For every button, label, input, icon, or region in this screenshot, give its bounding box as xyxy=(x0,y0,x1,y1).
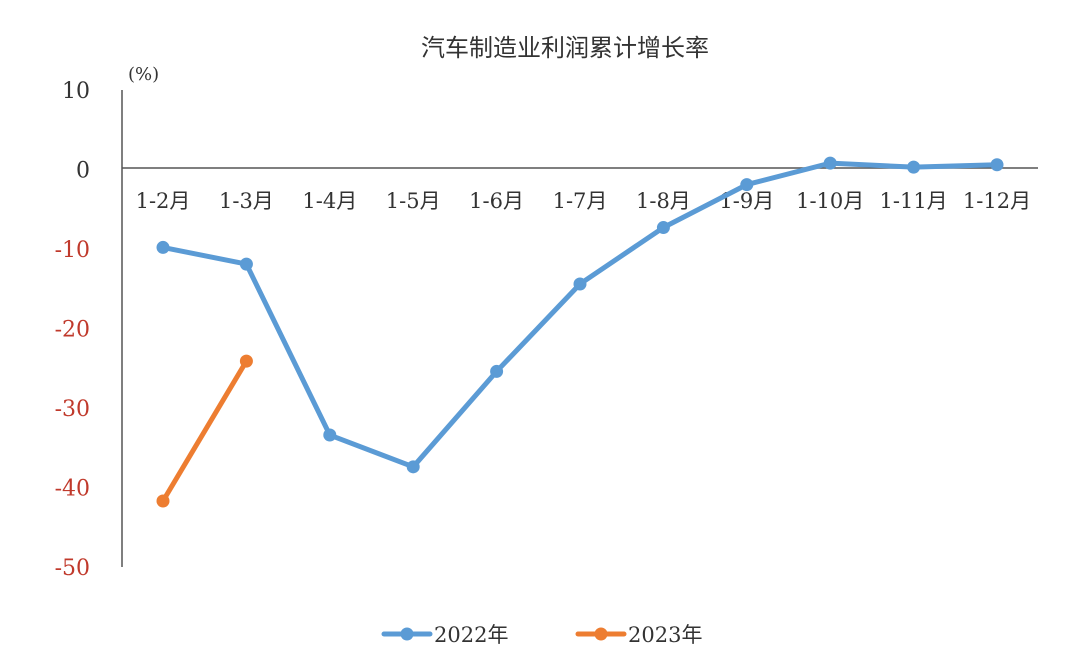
x-tick-label: 1-11月 xyxy=(880,189,948,213)
y-tick-label: -40 xyxy=(55,477,90,502)
legend: 2022年 2023年 xyxy=(381,623,702,647)
data-point xyxy=(323,428,337,442)
data-point xyxy=(490,364,504,378)
y-unit-label: (%) xyxy=(128,64,159,85)
y-tick-label: -10 xyxy=(55,238,90,263)
data-point xyxy=(740,178,754,192)
series-layer xyxy=(156,156,1004,508)
legend-label-0: 2022年 xyxy=(434,623,508,647)
x-tick-label: 1-5月 xyxy=(386,189,441,213)
x-tick-label: 1-12月 xyxy=(963,189,1031,213)
data-point xyxy=(990,158,1004,172)
data-point xyxy=(573,277,587,291)
data-point xyxy=(156,494,170,508)
x-tick-label: 1-7月 xyxy=(553,189,608,213)
y-tick-label: 0 xyxy=(76,159,90,184)
data-point xyxy=(823,156,837,170)
data-point xyxy=(656,221,670,235)
y-tick-label: -50 xyxy=(55,556,90,581)
x-tick-label: 1-10月 xyxy=(796,189,864,213)
legend-label-1: 2023年 xyxy=(628,623,702,647)
data-point xyxy=(907,160,921,174)
y-tick-labels: 10 0 -10 -20 -30 -40 -50 xyxy=(55,79,90,581)
x-tick-labels: 1-2月 1-3月 1-4月 1-5月 1-6月 1-7月 1-8月 1-9月 1-10月 1-1… xyxy=(136,189,1032,213)
legend-marker-1 xyxy=(594,627,608,641)
x-tick-label: 1-2月 xyxy=(136,189,191,213)
data-point xyxy=(239,257,253,271)
y-tick-label: -30 xyxy=(55,397,90,422)
series-line-1 xyxy=(160,358,249,504)
x-tick-label: 1-3月 xyxy=(219,189,274,213)
data-point xyxy=(156,240,170,254)
x-tick-label: 1-6月 xyxy=(469,189,524,213)
chart-title: 汽车制造业利润累计增长率 xyxy=(421,34,709,62)
x-tick-label: 1-4月 xyxy=(302,189,357,213)
data-point xyxy=(239,354,253,368)
data-point xyxy=(406,460,420,474)
x-tick-label: 1-8月 xyxy=(636,189,691,213)
y-tick-label: 10 xyxy=(62,79,90,104)
y-tick-label: -20 xyxy=(55,318,90,343)
legend-marker-0 xyxy=(400,627,414,641)
